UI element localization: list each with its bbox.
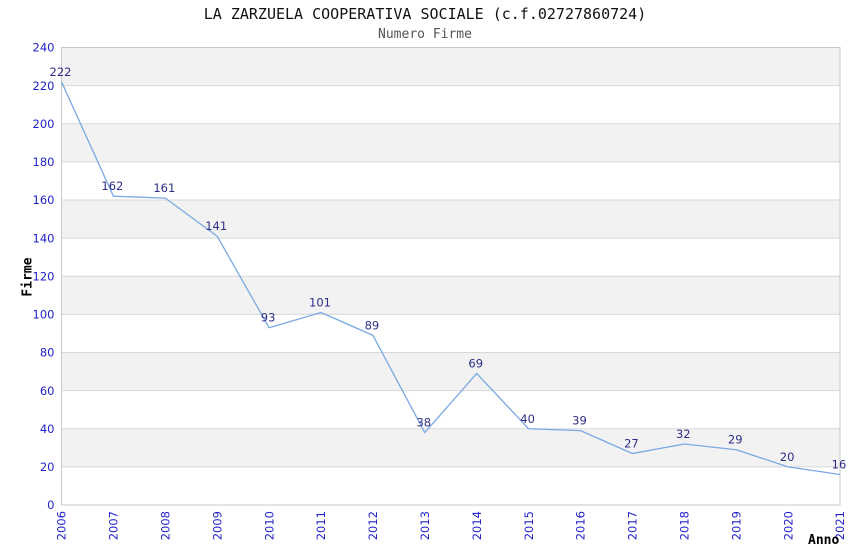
y-tick-label: 140 [33, 231, 55, 245]
data-point-label: 69 [468, 356, 483, 370]
data-point-label: 141 [205, 219, 227, 233]
y-tick-label: 240 [33, 41, 55, 55]
plot-band [61, 238, 840, 277]
plot-band [61, 428, 840, 467]
x-tick-label: 2019 [729, 511, 743, 540]
plot-band [61, 352, 840, 391]
data-point-label: 27 [624, 437, 639, 451]
data-point-label: 32 [676, 427, 691, 441]
data-point-label: 29 [728, 433, 743, 447]
y-tick-label: 220 [33, 79, 55, 93]
data-point-label: 162 [101, 179, 123, 193]
plot-border [61, 47, 841, 506]
x-tick-label: 2021 [833, 511, 847, 540]
x-tick-label: 2012 [366, 511, 380, 540]
data-point-label: 93 [261, 311, 276, 325]
data-point-label: 16 [832, 458, 847, 472]
y-tick-label: 180 [33, 155, 55, 169]
chart-subtitle: Numero Firme [378, 27, 472, 42]
plot-band [61, 390, 840, 429]
plot-band [61, 123, 840, 162]
data-point-label: 20 [780, 450, 795, 464]
plot-band [61, 200, 840, 239]
data-point-label: 101 [309, 295, 331, 309]
data-point-label: 39 [572, 414, 587, 428]
x-tick-label: 2015 [522, 511, 536, 540]
x-tick-label: 2014 [470, 511, 484, 540]
data-point-label: 89 [365, 318, 380, 332]
x-tick-label: 2013 [418, 511, 432, 540]
plot-band [61, 85, 840, 124]
plot-band [61, 276, 840, 315]
plot-band [61, 314, 840, 353]
x-tick-label: 2016 [574, 511, 588, 540]
y-tick-label: 40 [40, 422, 55, 436]
y-tick-label: 120 [33, 269, 55, 283]
chart-title: LA ZARZUELA COOPERATIVA SOCIALE (c.f.027… [203, 5, 647, 23]
y-tick-label: 160 [33, 193, 55, 207]
series-line [60, 81, 841, 476]
y-tick-label: 0 [47, 498, 54, 512]
x-tick-label: 2009 [210, 511, 224, 540]
plot-band [61, 466, 840, 505]
y-tick-label: 200 [33, 117, 55, 131]
x-tick-label: 2010 [262, 511, 276, 540]
x-tick-label: 2008 [159, 511, 173, 540]
data-point-label: 38 [416, 416, 431, 430]
data-point-label: 161 [153, 181, 175, 195]
x-tick-label: 2011 [314, 511, 328, 540]
x-tick-label: 2006 [55, 511, 69, 540]
y-tick-label: 80 [40, 346, 55, 360]
x-tick-label: 2007 [107, 511, 121, 540]
y-tick-label: 60 [40, 384, 55, 398]
x-tick-label: 2020 [781, 511, 795, 540]
plot-band [61, 47, 840, 86]
data-point-label: 222 [50, 65, 72, 79]
x-tick-label: 2018 [678, 511, 692, 540]
plot-band [61, 161, 840, 200]
y-tick-label: 20 [40, 460, 55, 474]
x-tick-label: 2017 [626, 511, 640, 540]
data-point-label: 40 [520, 412, 535, 426]
y-tick-label: 100 [33, 308, 55, 322]
x-axis-title: Anno [808, 533, 840, 548]
